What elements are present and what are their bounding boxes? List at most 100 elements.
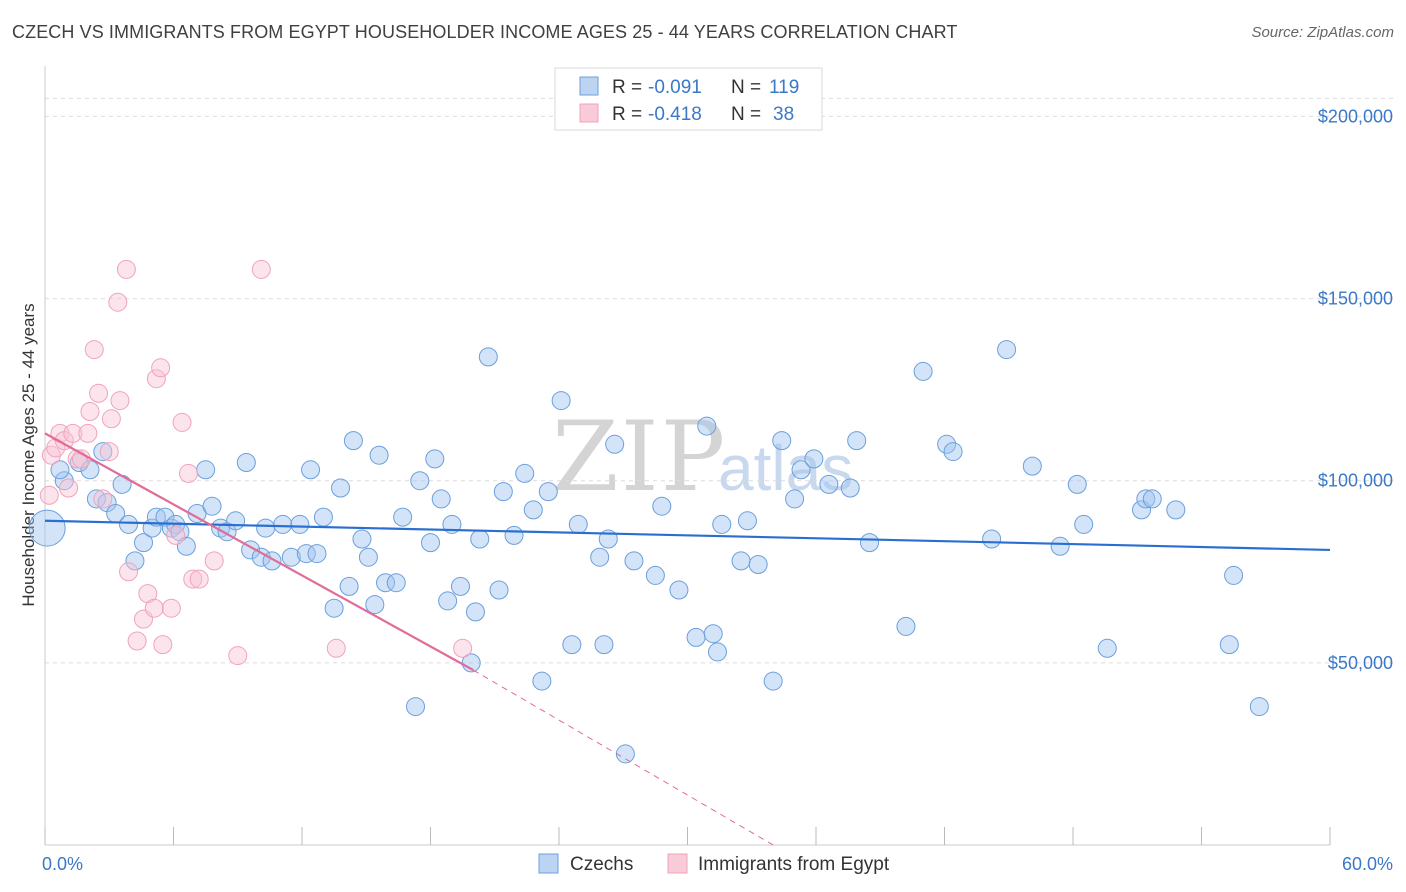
czech-point [273,514,293,534]
egypt-point [172,412,192,432]
czech-point [737,511,757,531]
czech-point [386,573,406,593]
czech-point [369,445,389,465]
czech-point [28,509,66,547]
czech-point [339,576,359,596]
czech-point [1142,489,1162,509]
czech-point [478,347,498,367]
bottom-legend: Czechs Immigrants from Egypt [538,853,890,875]
czech-point [86,489,106,509]
czech-point [376,573,396,593]
czech-point [343,431,363,451]
x-tick-label-min: 0.0% [42,854,83,874]
czech-point [196,460,216,480]
czech-point [393,507,413,527]
czech-point [819,474,839,494]
czech-point [358,547,378,567]
grid-lines [45,97,1395,664]
bottom-legend-czech: Czechs [570,854,633,875]
egypt-point [326,638,346,658]
czech-point [470,529,490,549]
czech-point [465,602,485,622]
egypt-point [89,383,109,403]
egypt-point [127,631,147,651]
czech-point [134,533,154,553]
czech-point [1219,635,1239,655]
czech-point [226,511,246,531]
egypt-point [39,485,59,505]
egypt-point [110,391,130,411]
czech-point [707,642,727,662]
czech-point [538,482,558,502]
czech-point [406,697,426,717]
czech-point [605,434,625,454]
czech-point [847,431,867,451]
czech-point [489,580,509,600]
legend-r-label-1: R = [612,77,642,98]
x-tick-labels: 0.0% 60.0% [42,854,1393,874]
czech-point [1022,456,1042,476]
czech-point [202,496,222,516]
czech-point [785,489,805,509]
czech-point [937,434,957,454]
czech-point [93,442,113,462]
czech-point [1050,536,1070,556]
egypt-point [228,646,248,666]
czech-point [450,576,470,596]
czech-point [669,580,689,600]
egypt-point [80,402,100,421]
czech-point [997,340,1017,360]
czech-point [112,474,132,494]
egypt-point [161,598,181,618]
czech-point [686,627,706,647]
egypt-point [78,423,98,443]
czech-point [50,460,70,480]
czech-point [772,431,792,451]
egypt-point [146,369,166,389]
czech-point [352,529,372,549]
czech-point [943,442,963,462]
egypt-point [99,442,119,462]
axes [44,66,1331,846]
czech-point [896,616,916,636]
legend-box [554,67,823,131]
czech-point [281,547,301,567]
czech-point [791,460,811,480]
y-axis-label: Householder Income Ages 25 - 44 years [19,303,38,606]
egypt-point [189,569,209,589]
legend-swatch-czech [579,76,599,96]
egypt-point [453,638,473,658]
legend-n-value-1: 119 [769,77,799,98]
czech-point [515,463,535,483]
egypt-point [63,423,83,443]
czech-point [590,547,610,567]
czech-point [236,453,256,472]
egypt-trend-extension [473,669,774,846]
czech-point [860,533,880,553]
legend-r-value-2: -0.418 [648,104,702,125]
czech-point [731,551,751,571]
chart-title: CZECH VS IMMIGRANTS FROM EGYPT HOUSEHOLD… [12,22,958,42]
egypt-points [39,259,473,666]
czech-point [155,507,175,527]
czech-point [1074,514,1094,534]
legend-n-label-2: N = [731,104,761,125]
czech-point [840,478,860,498]
czech-point [1249,697,1269,717]
czech-point [1136,489,1156,509]
watermark-zip: ZIP [552,401,727,513]
czech-point [652,496,672,516]
czech-point [1166,500,1186,520]
czech-point [624,551,644,571]
czech-point [301,460,321,480]
czech-point [615,744,635,764]
czech-point [913,361,933,381]
chart-source: Source: ZipAtlas.com [1251,24,1394,41]
czech-point [331,478,351,498]
czech-point [568,514,588,534]
bottom-legend-swatch-czech [538,853,559,874]
czech-point [804,449,824,469]
czech-point [645,565,665,585]
egypt-point [151,358,171,378]
